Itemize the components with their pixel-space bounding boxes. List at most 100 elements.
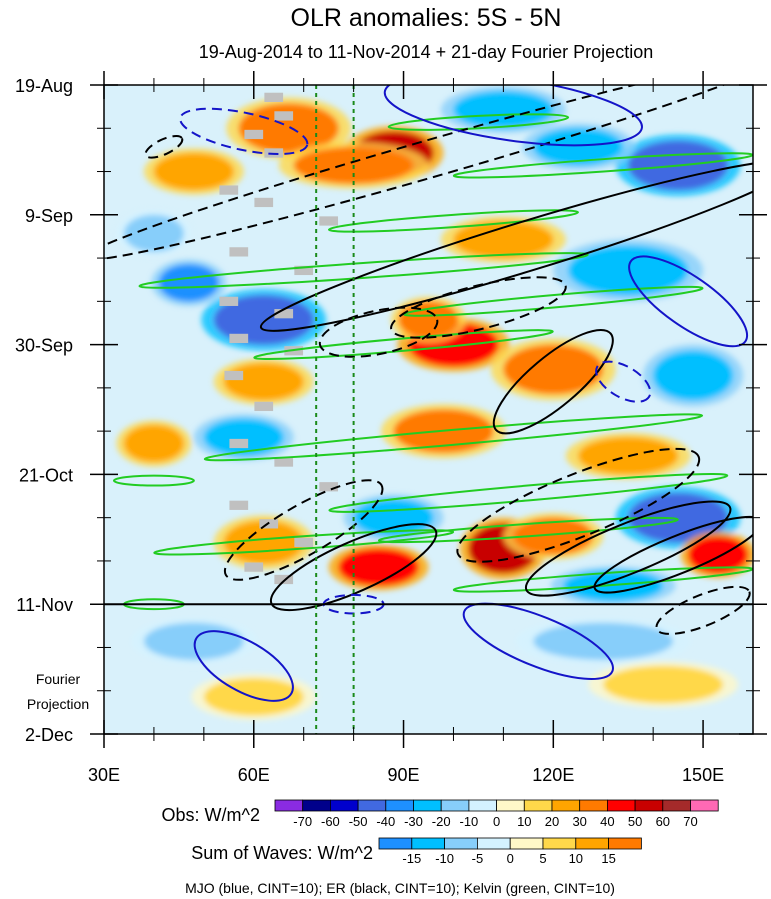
mjo-contour: [628, 255, 749, 348]
colorbar-swatch: [542, 837, 577, 850]
er-contour: [593, 515, 753, 594]
colorbar-swatch: [634, 799, 664, 812]
obs-anomaly-region: [453, 220, 554, 259]
missing-data-block: [274, 309, 294, 319]
colorbar-swatch: [551, 799, 581, 812]
colorbar-level-label: 0: [507, 851, 514, 866]
colorbar-level-label: 70: [683, 814, 697, 829]
obs-anomaly-region: [513, 517, 594, 555]
colorbar-swatch: [385, 799, 414, 812]
colorbar-level-label: -15: [402, 851, 421, 866]
colorbar-swatch: [440, 799, 470, 812]
missing-data-block: [229, 333, 249, 344]
er-contour: [456, 447, 701, 563]
projection-label-line1: Fourier: [36, 671, 81, 687]
missing-data-block: [244, 562, 264, 572]
obs-anomaly-region: [123, 214, 184, 252]
colorbar-level-label: 15: [601, 851, 615, 866]
chart-subtitle: 19-Aug-2014 to 11-Nov-2014 + 21-day Four…: [199, 42, 653, 62]
colorbar-level-label: 50: [628, 814, 642, 829]
obs-anomaly-region: [153, 152, 234, 191]
mjo-contour: [595, 360, 652, 403]
colorbar-swatch: [378, 837, 413, 850]
colorbar-level-label: -10: [460, 814, 479, 829]
axes: 19-Aug 9-Sep 30-Sep 21-Oct 11-Nov 2-Dec 30E 60E…: [15, 71, 767, 785]
mjo-contour: [179, 107, 309, 155]
er-contour: [390, 276, 567, 339]
y-tick-label: 11-Nov: [16, 595, 73, 615]
missing-data-block: [294, 265, 314, 276]
obs-anomaly-field: [116, 86, 753, 605]
missing-data-block: [319, 216, 339, 226]
colorbar-swatch: [579, 799, 608, 812]
colorbar-level-label: 0: [493, 814, 500, 829]
obs-anomaly-region: [338, 548, 419, 586]
kelvin-contour: [327, 209, 579, 233]
x-tick-label: 120E: [532, 765, 574, 785]
colorbar-swatch: [607, 799, 636, 812]
missing-data-block: [229, 247, 249, 257]
missing-data-block: [219, 185, 239, 195]
colorbar-level-label: 10: [569, 851, 583, 866]
missing-data-block: [294, 537, 314, 548]
footer-legend: MJO (blue, CINT=10); ER (black, CINT=10)…: [185, 880, 615, 896]
missing-data-block: [274, 574, 294, 585]
colorbar-swatch: [357, 799, 387, 812]
colorbar-swatch: [444, 837, 478, 850]
obs-colorbar-label: Obs: W/m^2: [162, 805, 260, 825]
y-tick-label: 30-Sep: [15, 336, 73, 356]
colorbar-level-label: -40: [376, 814, 395, 829]
colorbar-level-label: -70: [293, 814, 312, 829]
kelvin-contour: [112, 474, 195, 487]
kelvin-contour: [138, 252, 589, 289]
er-contour: [318, 306, 439, 358]
obs-anomaly-region: [158, 264, 219, 302]
obs-anomaly-region: [238, 103, 339, 153]
colorbar-swatch: [608, 837, 642, 850]
colorbar-level-label: -50: [349, 814, 368, 829]
obs-colorbar: -70 -60 -50 -40 -30 -20 -10 0 10 20 30 40 50 60 70: [274, 799, 719, 829]
obs-anomaly-region: [503, 344, 604, 395]
colorbar-swatch: [302, 799, 331, 812]
er-contour: [104, 85, 753, 261]
obs-anomaly-region: [203, 418, 284, 456]
colorbar-swatch: [413, 799, 442, 812]
missing-data-block: [254, 401, 274, 412]
colorbar-level-label: -30: [404, 814, 423, 829]
colorbar-swatch: [496, 799, 525, 812]
kelvin-contour: [377, 516, 679, 544]
colorbar-level-label: 30: [572, 814, 586, 829]
colorbar-swatch: [523, 799, 553, 812]
colorbar-swatch: [274, 799, 304, 812]
missing-data-block: [274, 457, 294, 467]
projection-label-line2: Projection: [27, 696, 89, 712]
obs-anomaly-region: [533, 622, 674, 660]
waves-colorbar: -15 -10 -5 0 5 10 15: [378, 837, 642, 866]
colorbar-level-label: 40: [600, 814, 614, 829]
obs-anomaly-region: [533, 128, 624, 166]
y-tick-label: 19-Aug: [15, 76, 73, 96]
colorbar-level-label: -60: [321, 814, 340, 829]
y-tick-label: 9-Sep: [25, 206, 73, 226]
colorbar-swatch: [662, 799, 691, 812]
missing-data-block: [244, 129, 264, 140]
kelvin-contour: [387, 113, 570, 131]
mjo-contour: [383, 85, 643, 147]
x-tick-label: 30E: [88, 765, 120, 785]
obs-anomaly-region: [603, 666, 724, 704]
missing-data-block: [229, 500, 249, 510]
er-contour: [144, 135, 184, 159]
mjo-contour: [193, 630, 294, 702]
plot-frame: [103, 84, 754, 735]
obs-anomaly-region: [653, 350, 734, 401]
kelvin-contour: [253, 329, 554, 361]
obs-anomaly-region: [223, 363, 304, 401]
colorbar-level-label: -20: [432, 814, 451, 829]
er-contours: [104, 85, 753, 635]
colorbar-swatch: [476, 837, 511, 850]
plot-area: [104, 85, 753, 734]
y-tick-label: 2-Dec: [25, 725, 73, 745]
obs-anomaly-region: [628, 492, 729, 543]
colorbar-swatch: [411, 837, 445, 850]
